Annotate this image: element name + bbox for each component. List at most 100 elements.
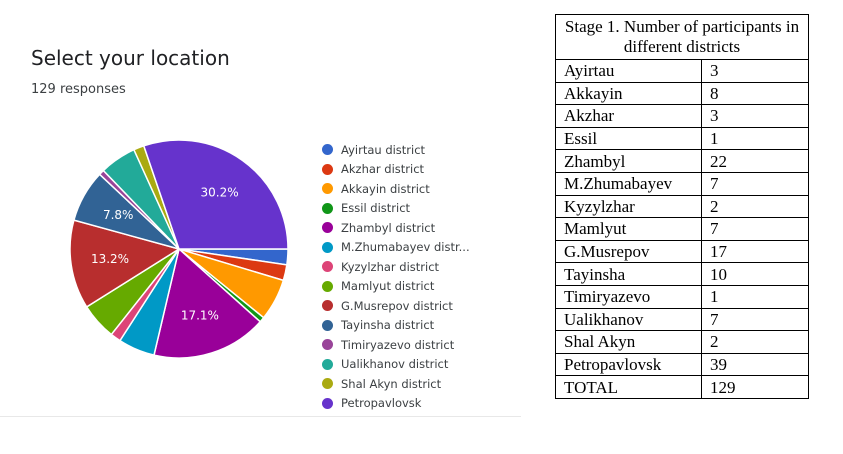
- legend-swatch: [322, 163, 333, 175]
- response-count: 129 responses: [31, 82, 126, 97]
- participants-table: Stage 1. Number of participants in diffe…: [555, 14, 809, 399]
- legend-swatch: [322, 202, 333, 214]
- table-row: Ayirtau 3: [555, 59, 809, 83]
- district-cell: Timiryazevo: [555, 284, 702, 309]
- legend-item[interactable]: Akzhar district: [322, 160, 470, 180]
- district-cell: Kyzylzhar: [555, 194, 702, 219]
- table-row: Shal Akyn 2: [555, 330, 809, 354]
- table-row: Petropavlovsk 39: [555, 352, 809, 377]
- legend-label: G.Musrepov district: [341, 298, 453, 313]
- form-summary-card: Select your location 129 responses 30.2%…: [0, 14, 521, 417]
- count-cell: 2: [701, 330, 809, 354]
- table-row: Mamlyut 7: [555, 217, 809, 241]
- slice-percent-label: 30.2%: [201, 185, 239, 199]
- legend-swatch: [322, 319, 333, 331]
- district-cell: Tayinsha: [555, 262, 702, 286]
- district-cell: Akkayin: [555, 81, 702, 106]
- legend-swatch: [322, 183, 333, 195]
- count-cell: 3: [701, 104, 809, 128]
- participants-table-container: Stage 1. Number of participants in diffe…: [555, 14, 810, 399]
- legend-item[interactable]: Zhambyl district: [322, 218, 470, 238]
- table-row: Akkayin 8: [555, 81, 809, 106]
- legend-item[interactable]: Akkayin district: [322, 179, 470, 199]
- legend-item[interactable]: Essil district: [322, 199, 470, 219]
- count-cell: 1: [701, 284, 809, 309]
- legend-label: Shal Akyn district: [341, 376, 442, 391]
- district-cell: Mamlyut: [555, 217, 702, 241]
- table-row: M.Zhumabayev 7: [555, 171, 809, 196]
- count-cell: 1: [701, 126, 809, 151]
- count-cell: 2: [701, 194, 809, 219]
- legend-swatch: [322, 222, 333, 234]
- count-cell: 7: [701, 217, 809, 241]
- legend-item[interactable]: Kyzylzhar district: [322, 257, 470, 277]
- legend-label: Timiryazevo district: [341, 337, 455, 352]
- legend-label: Mamlyut district: [341, 279, 435, 294]
- legend-swatch: [322, 397, 333, 409]
- district-cell: Ayirtau: [555, 59, 702, 83]
- legend-item[interactable]: M.Zhumabayev distr...: [322, 238, 470, 258]
- count-cell: 129: [701, 375, 809, 399]
- legend-swatch: [322, 339, 333, 351]
- district-cell: Petropavlovsk: [555, 352, 702, 377]
- pie-chart: 30.2% 17.1% 13.2% 7.8%: [69, 139, 289, 359]
- legend-label: Akzhar district: [341, 162, 425, 177]
- table-row: Akzhar 3: [555, 104, 809, 128]
- table-row: G.Musrepov 17: [555, 239, 809, 264]
- count-cell: 3: [701, 59, 809, 83]
- legend-item[interactable]: Timiryazevo district: [322, 335, 470, 355]
- legend-swatch: [322, 241, 333, 253]
- count-cell: 10: [701, 262, 809, 286]
- legend-item[interactable]: Mamlyut district: [322, 277, 470, 297]
- district-cell: TOTAL: [555, 375, 702, 399]
- count-cell: 7: [701, 171, 809, 196]
- legend-swatch: [322, 358, 333, 370]
- district-cell: G.Musrepov: [555, 239, 702, 264]
- legend-label: Kyzylzhar district: [341, 259, 440, 274]
- table-row: Zhambyl 22: [555, 149, 809, 173]
- table-row: Tayinsha 10: [555, 262, 809, 286]
- legend-item[interactable]: G.Musrepov district: [322, 296, 470, 316]
- count-cell: 8: [701, 81, 809, 106]
- legend-label: Essil district: [341, 201, 411, 216]
- legend-label: Ayirtau district: [341, 142, 426, 157]
- count-cell: 7: [701, 307, 809, 332]
- legend-swatch: [322, 280, 333, 292]
- district-cell: M.Zhumabayev: [555, 171, 702, 196]
- table-row: Essil 1: [555, 126, 809, 151]
- table-header: Stage 1. Number of participants in diffe…: [555, 14, 809, 60]
- count-cell: 17: [701, 239, 809, 264]
- chart-legend: Ayirtau district Akzhar district Akkayin d…: [322, 140, 470, 413]
- table-row: Timiryazevo 1: [555, 284, 809, 309]
- legend-swatch: [322, 261, 333, 273]
- legend-item[interactable]: Tayinsha district: [322, 316, 470, 336]
- legend-item[interactable]: Ualikhanov district: [322, 355, 470, 375]
- legend-label: Zhambyl district: [341, 220, 436, 235]
- question-title: Select your location: [31, 46, 230, 70]
- count-cell: 22: [701, 149, 809, 173]
- district-cell: Ualikhanov: [555, 307, 702, 332]
- pie-slice-petropavlovsk[interactable]: [142, 139, 289, 250]
- legend-item[interactable]: Petropavlovsk: [322, 394, 470, 414]
- district-cell: Zhambyl: [555, 149, 702, 173]
- legend-label: Ualikhanov district: [341, 357, 449, 372]
- slice-percent-label: 13.2%: [91, 252, 129, 266]
- district-cell: Akzhar: [555, 104, 702, 128]
- legend-item[interactable]: Shal Akyn district: [322, 374, 470, 394]
- legend-swatch: [322, 300, 333, 312]
- legend-swatch: [322, 378, 333, 390]
- legend-item[interactable]: Ayirtau district: [322, 140, 470, 160]
- table-row: TOTAL 129: [555, 375, 809, 399]
- legend-label: Petropavlovsk: [341, 396, 422, 411]
- district-cell: Essil: [555, 126, 702, 151]
- pie-slice-zhambyl-district[interactable]: [153, 247, 262, 359]
- legend-label: Akkayin district: [341, 181, 430, 196]
- slice-percent-label: 7.8%: [103, 208, 134, 222]
- legend-label: Tayinsha district: [341, 318, 435, 333]
- count-cell: 39: [701, 352, 809, 377]
- district-cell: Shal Akyn: [555, 330, 702, 354]
- table-row: Ualikhanov 7: [555, 307, 809, 332]
- legend-label: M.Zhumabayev distr...: [341, 240, 470, 255]
- legend-swatch: [322, 144, 333, 156]
- table-row: Kyzylzhar 2: [555, 194, 809, 219]
